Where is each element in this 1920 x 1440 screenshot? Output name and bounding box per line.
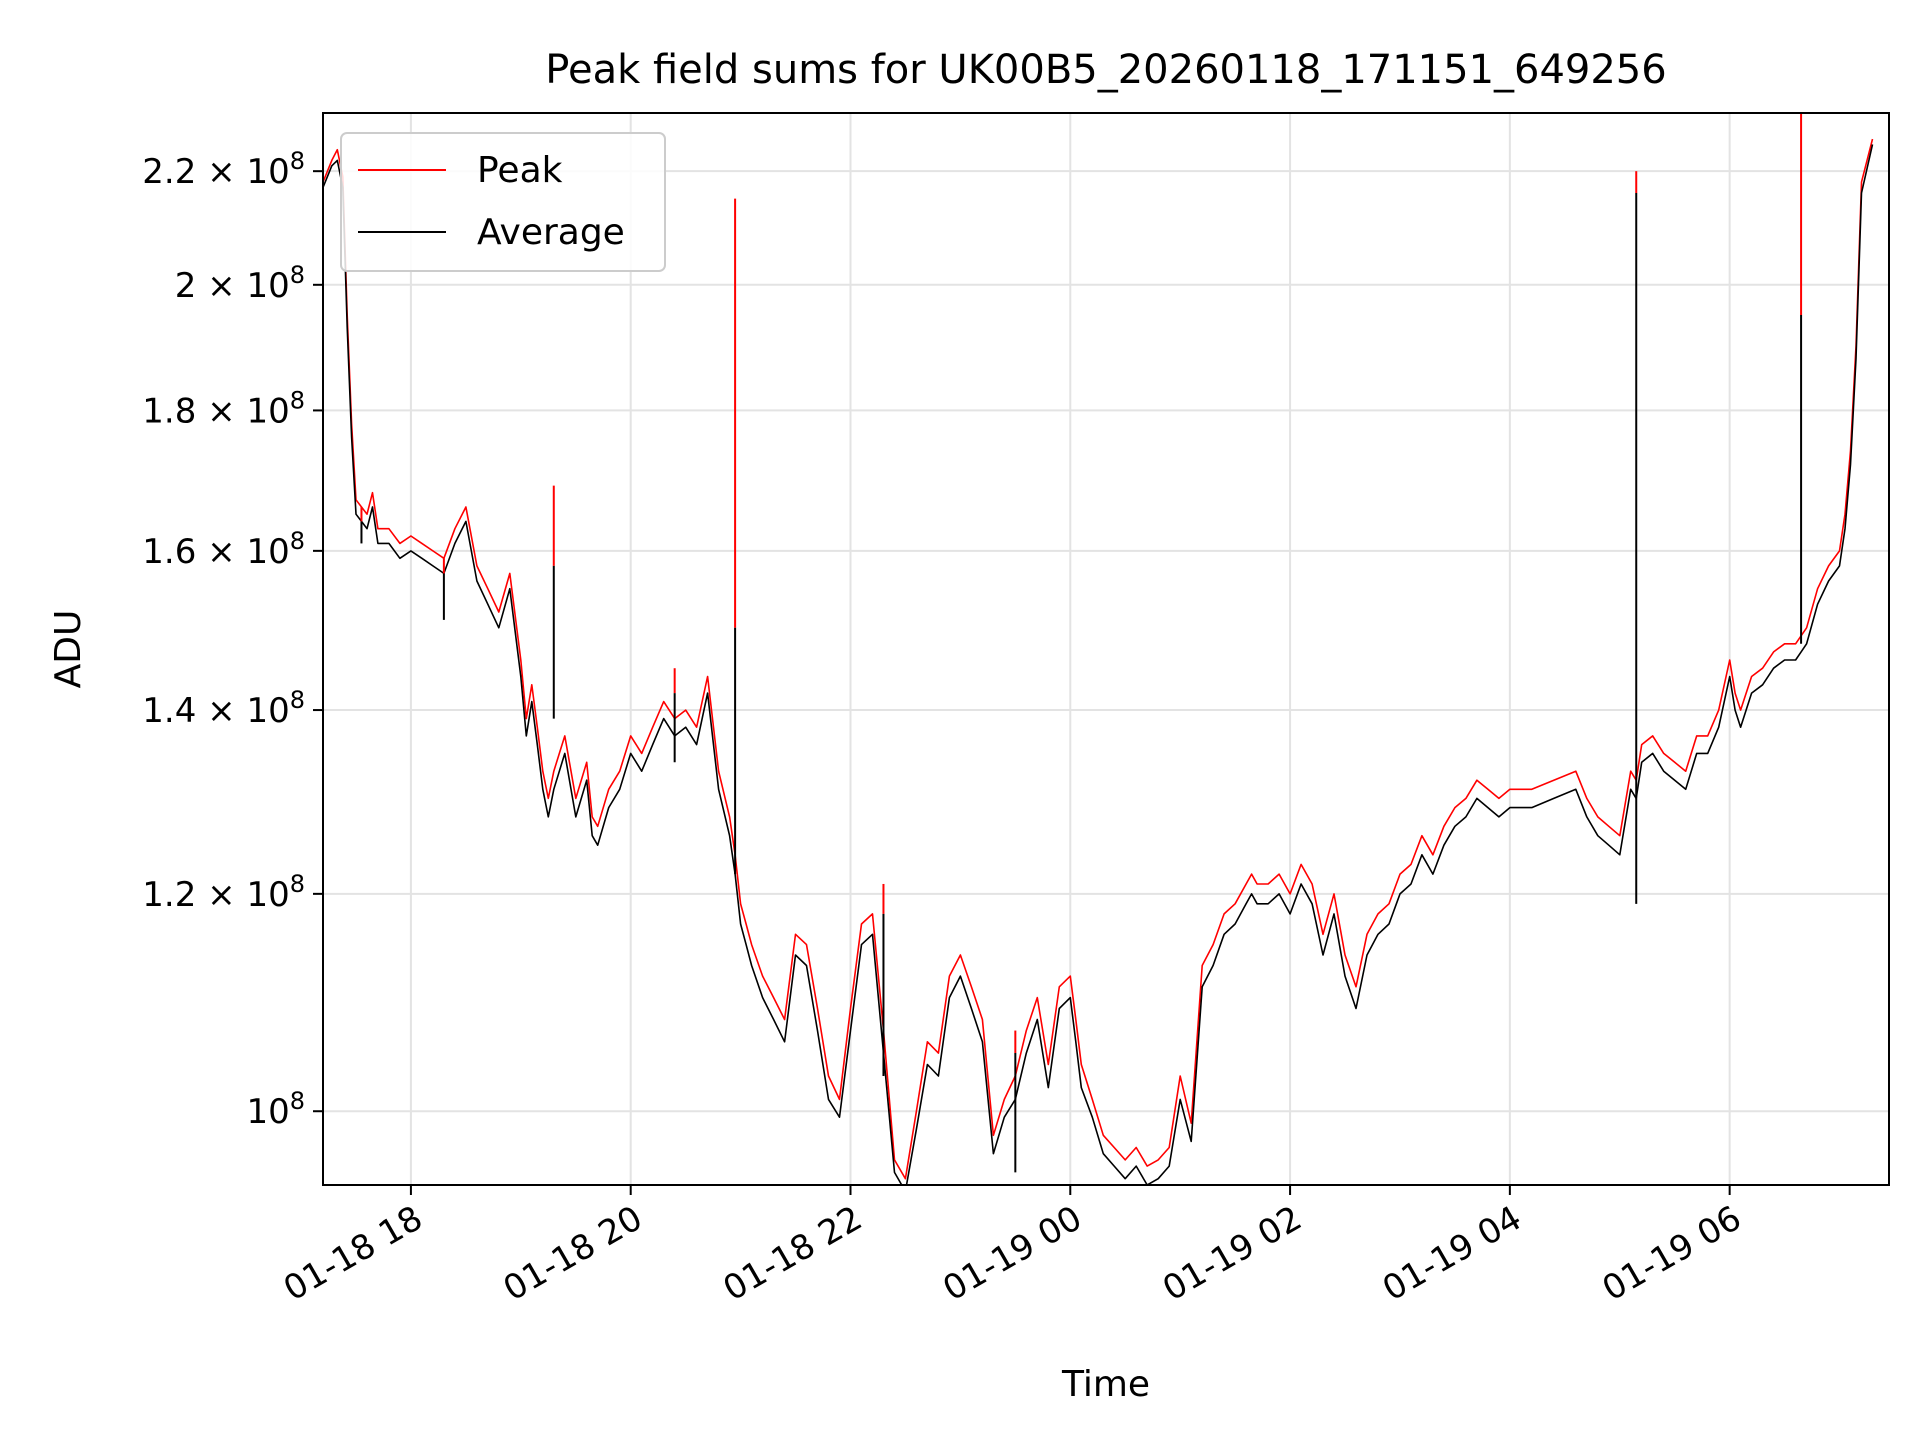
legend-box [340, 132, 666, 272]
series-layer [323, 113, 1874, 1185]
legend-label-average: Average [477, 212, 625, 253]
y-tick-label: 2.2 × 108 [142, 147, 305, 192]
chart-title: Peak field sums for UK00B5_20260118_1711… [545, 47, 1666, 93]
y-tick-label: 1.4 × 108 [142, 686, 305, 731]
plot-frame [322, 112, 1890, 1186]
y-tick-label: 1.8 × 108 [142, 386, 305, 431]
y-axis-label: ADU [48, 610, 89, 689]
y-tick-label: 1.6 × 108 [142, 527, 305, 572]
y-tick-label: 108 [246, 1087, 305, 1132]
legend: Peak Average [340, 132, 666, 272]
x-axis-label: Time [1061, 1364, 1150, 1405]
y-axis: 108 1.2 × 108 1.4 × 108 1.6 × 108 1.8 × 108 2… [142, 147, 323, 1132]
y-tick-label: 1.2 × 108 [142, 870, 305, 915]
legend-label-peak: Peak [477, 150, 563, 191]
y-tick-label: 2 × 108 [175, 261, 305, 306]
gridlines [323, 113, 1889, 1185]
